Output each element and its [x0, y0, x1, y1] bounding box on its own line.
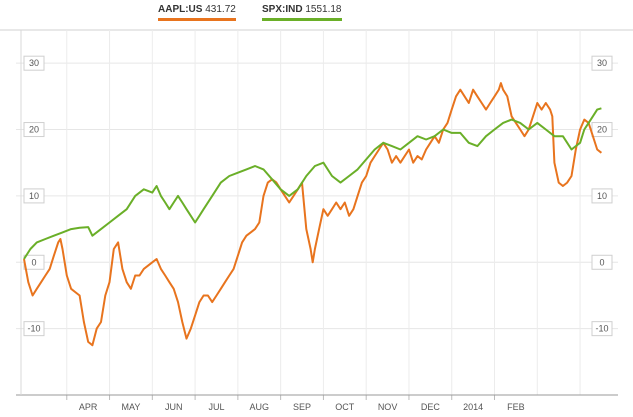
x-tick-label-jun: JUN	[165, 402, 183, 412]
y-tick-label-left-20: 20	[29, 125, 39, 135]
x-tick-label-oct: OCT	[335, 402, 355, 412]
y-tick-label-right-0: 0	[599, 257, 604, 267]
x-tick-label-sep: SEP	[293, 402, 311, 412]
legend-item-aapl[interactable]: AAPL:US 431.72	[158, 4, 236, 21]
y-tick-box-left-30	[23, 55, 45, 71]
chart-legend: AAPL:US 431.72 SPX:IND 1551.18	[0, 0, 633, 22]
y-tick-label-left-10: 10	[29, 191, 39, 201]
legend-spx-value: 1551.18	[305, 4, 342, 15]
x-tick-label-nov: NOV	[378, 402, 398, 412]
y-tick-box-left-10	[23, 188, 45, 204]
y-tick-box-right-30	[591, 55, 613, 71]
y-tick-box-right--10	[591, 321, 613, 337]
legend-spx-symbol: SPX:IND	[262, 4, 303, 15]
y-tick-label-right-20: 20	[597, 125, 607, 135]
y-tick-box-right-20	[591, 122, 613, 138]
y-tick-box-right-10	[591, 188, 613, 204]
series-line-aapl	[23, 82, 603, 347]
x-tick-label-jul: JUL	[208, 402, 224, 412]
y-tick-label-right--10: -10	[595, 324, 608, 334]
y-tick-label-left--10: -10	[27, 324, 40, 334]
y-tick-label-left-0: 0	[31, 257, 36, 267]
legend-aapl-value: 431.72	[205, 4, 236, 15]
y-tick-label-right-10: 10	[597, 191, 607, 201]
y-tick-label-right-30: 30	[597, 58, 607, 68]
y-tick-label-left-30: 30	[29, 58, 39, 68]
x-tick-label-2014: 2014	[463, 402, 483, 412]
y-tick-box-left-20	[23, 122, 45, 138]
y-tick-box-right-0	[591, 254, 613, 270]
x-tick-label-may: MAY	[122, 402, 141, 412]
y-tick-box-left--10	[23, 321, 45, 337]
x-tick-label-feb: FEB	[507, 402, 525, 412]
x-tick-label-aug: AUG	[249, 402, 269, 412]
x-tick-label-apr: APR	[79, 402, 98, 412]
legend-item-spx[interactable]: SPX:IND 1551.18	[262, 4, 342, 21]
legend-spx-swatch	[262, 18, 342, 21]
x-tick-label-dec: DEC	[421, 402, 441, 412]
series-line-spx	[23, 107, 602, 260]
legend-aapl-symbol: AAPL:US	[158, 4, 203, 15]
legend-aapl-swatch	[158, 18, 236, 21]
